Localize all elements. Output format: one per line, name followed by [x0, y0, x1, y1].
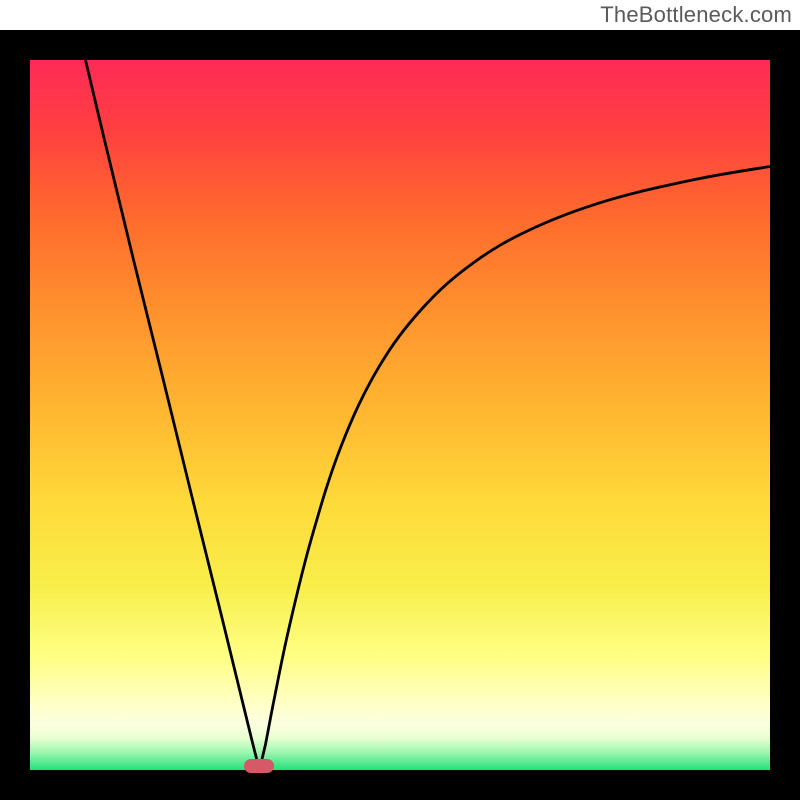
outer-frame [0, 30, 800, 800]
notch-marker [244, 759, 274, 773]
bottleneck-curve [30, 60, 770, 770]
watermark-text: TheBottleneck.com [600, 2, 792, 28]
plot-area [30, 60, 770, 770]
